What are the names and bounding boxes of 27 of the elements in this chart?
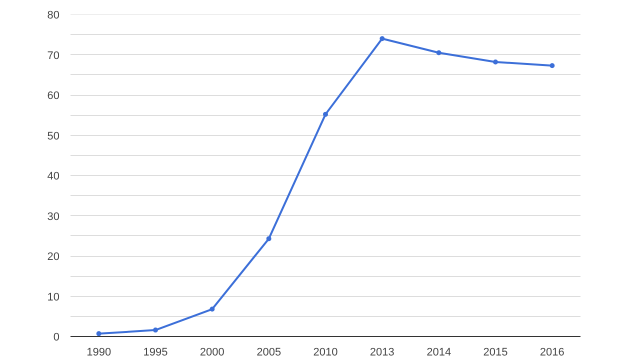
point	[436, 50, 442, 56]
x-tick-label: 1990	[86, 346, 112, 358]
x-tick-label: 2014	[426, 346, 452, 358]
y-tick-label: 60	[47, 90, 60, 102]
point	[210, 306, 215, 312]
point	[493, 60, 498, 64]
y-tick-label: 20	[47, 251, 60, 263]
y-tick-label: 40	[47, 170, 60, 182]
x-tick-label: 2010	[313, 346, 338, 358]
x-tick-label: 2015	[483, 346, 508, 358]
point	[550, 63, 555, 68]
point	[96, 331, 102, 336]
x-tick-label: 2016	[540, 346, 564, 358]
x-tick-label: 2000	[200, 346, 224, 358]
y-tick-label: 30	[47, 210, 60, 223]
x-tick-label: 2013	[370, 346, 394, 358]
point	[266, 236, 272, 242]
point	[323, 112, 328, 117]
y-tick-label: 10	[47, 291, 60, 304]
y-tick-label: 80	[47, 10, 60, 22]
point	[153, 328, 158, 333]
point	[380, 36, 385, 42]
y-tick-label: 0	[53, 332, 60, 344]
x-tick-label: 2005	[256, 346, 282, 358]
x-tick-label: 1995	[143, 346, 168, 358]
y-tick-label: 50	[47, 130, 60, 142]
y-tick-label: 70	[47, 50, 60, 62]
